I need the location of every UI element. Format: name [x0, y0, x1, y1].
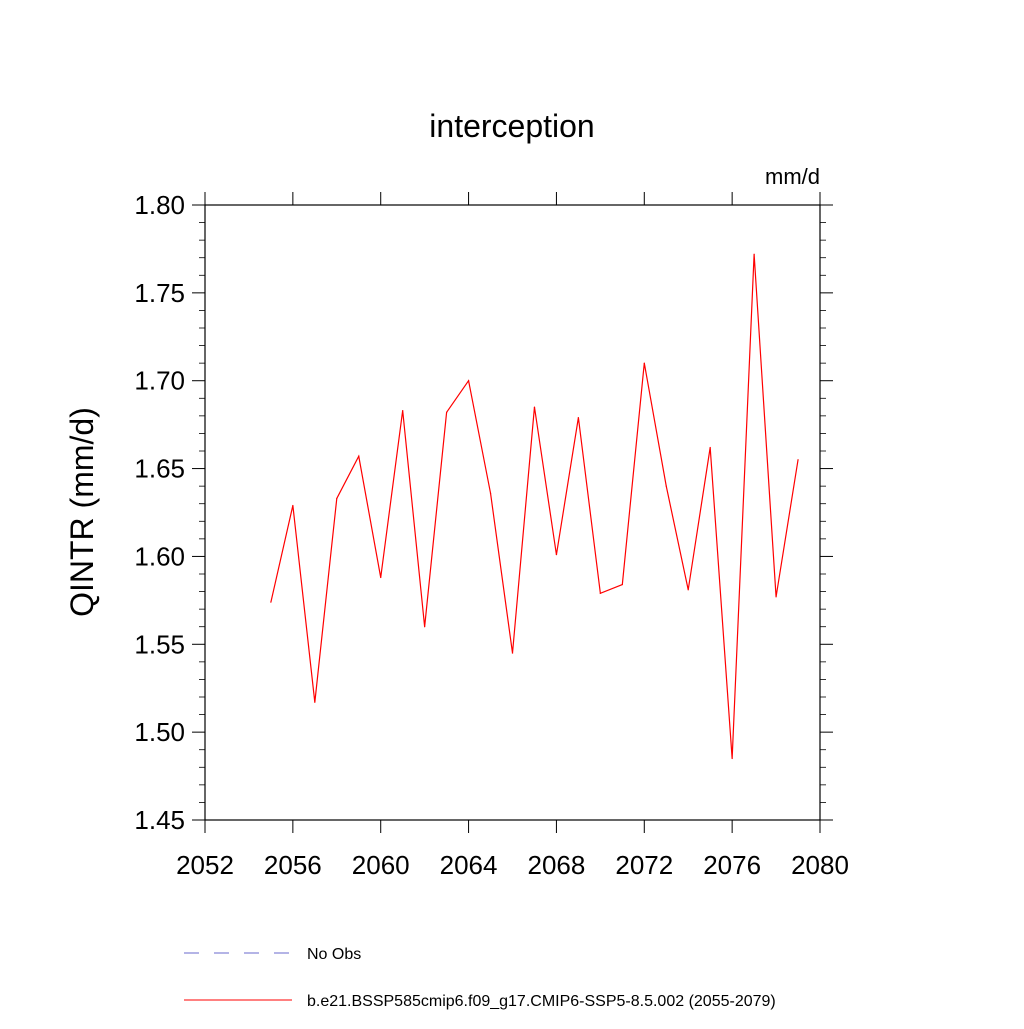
- data-point: [424, 626, 426, 628]
- y-tick-label: 1.60: [134, 541, 185, 571]
- y-tick-label: 1.65: [134, 454, 185, 484]
- y-tick-label: 1.45: [134, 805, 185, 835]
- data-point: [709, 446, 711, 449]
- data-point: [489, 492, 492, 494]
- data-point: [775, 596, 777, 598]
- ticks-layer: 2052 2056 2060 2064 2068 2072 2076 2080 1.45 1.50…: [134, 190, 849, 880]
- y-tick-label: 1.75: [134, 278, 185, 308]
- data-point: [753, 253, 755, 255]
- data-point: [665, 485, 667, 487]
- data-point: [555, 554, 558, 556]
- legend: No Obs b.e21.BSSP585cmip6.f09_g17.CMIP6-…: [184, 946, 776, 1010]
- x-tick-label: 2076: [703, 850, 761, 880]
- y-tick-label: 1.70: [134, 366, 185, 396]
- data-point: [402, 409, 404, 412]
- data-point: [270, 601, 272, 603]
- data-point: [797, 459, 799, 461]
- legend-label-no-obs: No Obs: [307, 946, 361, 963]
- data-point: [643, 362, 645, 364]
- data-point: [446, 411, 448, 413]
- data-point: [577, 417, 579, 419]
- plot-frame: [204, 204, 821, 821]
- data-point: [731, 757, 733, 760]
- data-point: [336, 497, 338, 500]
- units-label: mm/d: [765, 164, 820, 189]
- series-line-0: [270, 254, 799, 759]
- data-point: [511, 652, 514, 654]
- data-point: [380, 576, 382, 579]
- data-point: [687, 589, 689, 591]
- x-tick-label: 2052: [176, 850, 234, 880]
- data-point: [292, 504, 294, 507]
- x-tick-label: 2080: [791, 850, 849, 880]
- x-tick-label: 2056: [264, 850, 322, 880]
- x-tick-label: 2060: [352, 850, 410, 880]
- data-point: [467, 380, 470, 382]
- data-point: [533, 406, 536, 408]
- y-tick-label: 1.55: [134, 629, 185, 659]
- data-point: [621, 583, 623, 586]
- y-axis-label: QINTR (mm/d): [64, 407, 100, 617]
- data-point: [358, 455, 360, 457]
- x-tick-label: 2064: [440, 850, 498, 880]
- data-point: [314, 701, 316, 703]
- series-layer: [270, 253, 799, 760]
- chart-title: interception: [429, 108, 594, 144]
- x-tick-label: 2068: [528, 850, 586, 880]
- y-tick-label: 1.50: [134, 717, 185, 747]
- data-point: [599, 592, 601, 594]
- x-tick-label: 2072: [615, 850, 673, 880]
- legend-label-model-run: b.e21.BSSP585cmip6.f09_g17.CMIP6-SSP5-8.…: [307, 993, 776, 1010]
- y-tick-label: 1.80: [134, 190, 185, 220]
